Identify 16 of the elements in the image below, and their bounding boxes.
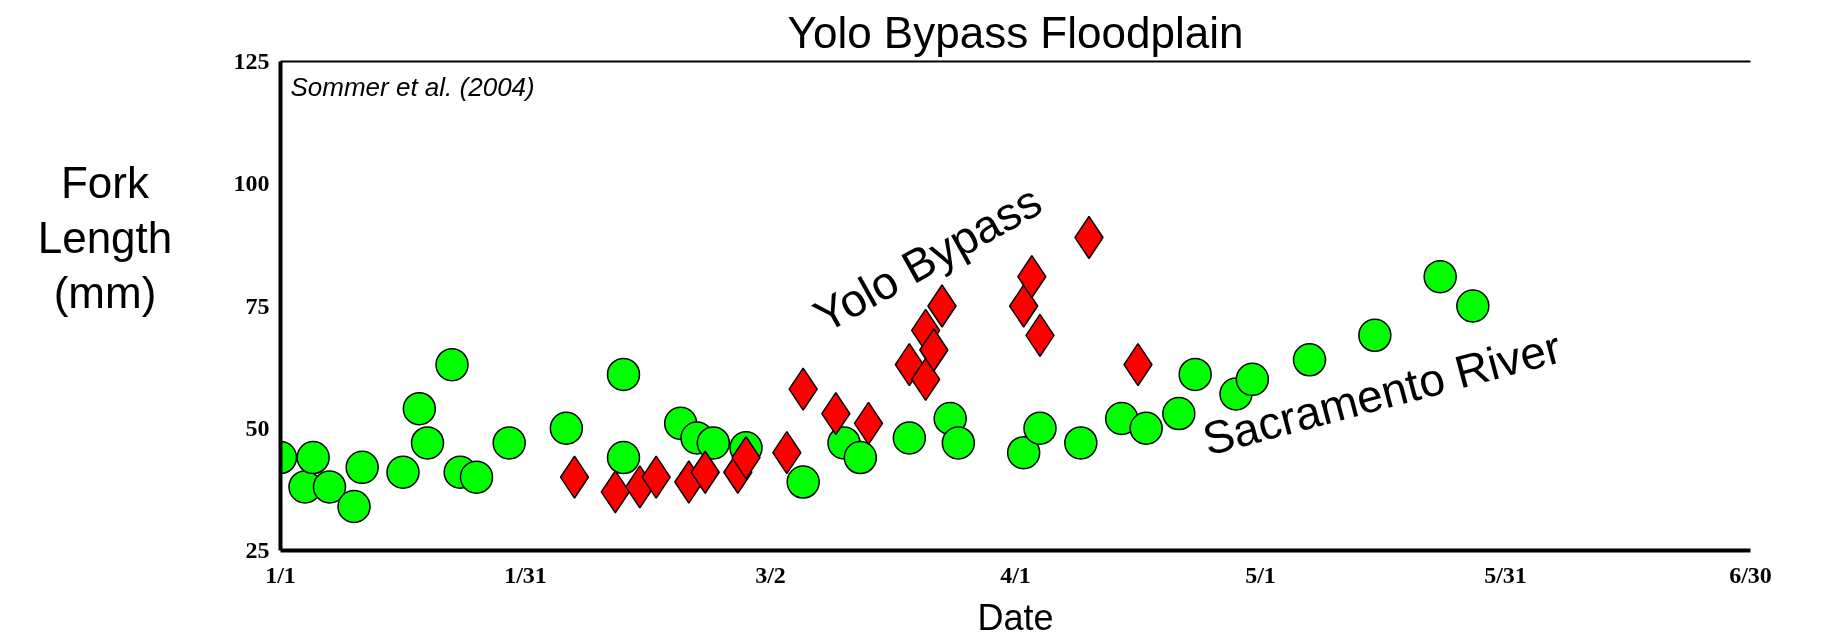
- y-tick-label: 125: [233, 48, 270, 74]
- x-axis-title: Date: [977, 596, 1054, 638]
- chart-title: Yolo Bypass Floodplain: [787, 7, 1244, 57]
- annotation: Sommer et al. (2004): [290, 71, 535, 102]
- x-tick-label: 3/2: [755, 561, 786, 588]
- x-tick-label: 5/31: [1484, 561, 1527, 588]
- x-tick-label: 6/30: [1729, 561, 1772, 588]
- y-tick-label: 75: [245, 292, 270, 319]
- x-tick-label: 1/31: [504, 561, 547, 588]
- x-tick-label: 5/1: [1245, 561, 1276, 588]
- y-tick-label: 25: [245, 537, 270, 563]
- x-tick-label: 4/1: [1000, 561, 1031, 588]
- y-axis-title: Fork Length (mm): [37, 157, 173, 319]
- y-tick-label: 50: [245, 414, 270, 441]
- y-tick-label: 100: [233, 170, 270, 197]
- x-tick-label: 1/1: [265, 561, 296, 588]
